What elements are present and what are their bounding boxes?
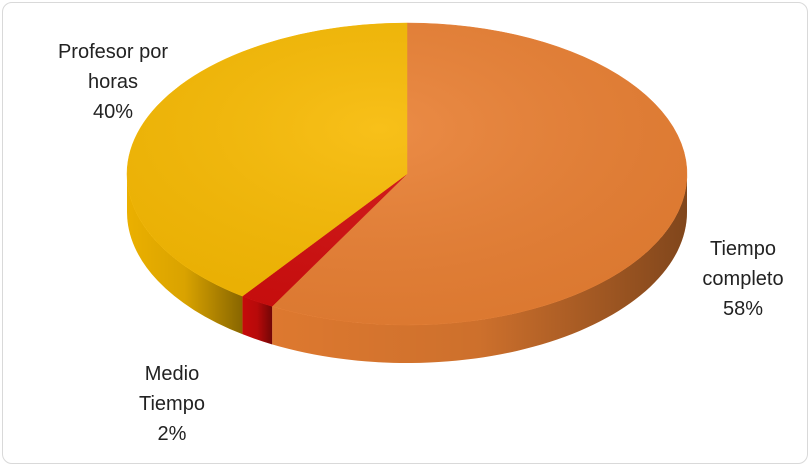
pie-slice-category-label: Tiempo xyxy=(139,393,205,415)
pie-slice-value-label: 40% xyxy=(93,101,133,123)
pie-slice-category-label: horas xyxy=(88,71,138,93)
pie-slice-side-shade-3 xyxy=(127,174,243,335)
pie-slice-side-shade-2 xyxy=(242,296,273,345)
pie-labels: Tiempo completo 58% Medio Tiempo 2% Profesor p… xyxy=(58,41,784,445)
pie-slice-value-label: 2% xyxy=(158,423,187,445)
pie-slice-label-1: Tiempo completo 58% xyxy=(702,238,783,320)
pie-side-walls xyxy=(127,174,687,364)
pie-slice-category-label: Tiempo xyxy=(710,238,776,260)
pie-slice-side-shade-1 xyxy=(272,174,687,364)
pie-slice-category-label: completo xyxy=(702,268,783,290)
pie-slice-category-label: Profesor por xyxy=(58,41,168,63)
pie-slice-label-3: Profesor por horas 40% xyxy=(58,41,168,123)
pie-slice-label-2: Medio Tiempo 2% xyxy=(139,363,205,445)
pie-slice-value-label: 58% xyxy=(723,298,763,320)
pie-top-highlight xyxy=(127,23,687,325)
pie-slice-category-label: Medio xyxy=(145,363,199,385)
pie-top-faces xyxy=(126,22,688,326)
